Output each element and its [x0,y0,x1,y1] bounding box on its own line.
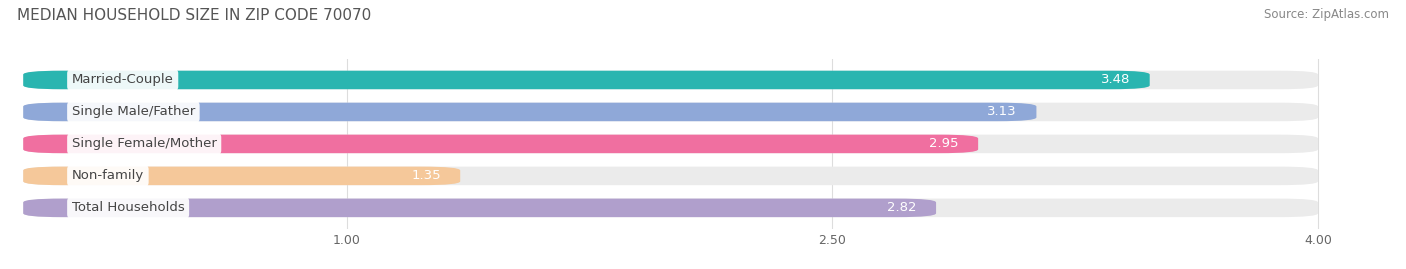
FancyBboxPatch shape [24,135,1317,153]
FancyBboxPatch shape [24,71,1317,89]
Text: 1.35: 1.35 [411,169,441,182]
FancyBboxPatch shape [24,167,1317,185]
FancyBboxPatch shape [24,199,936,217]
Text: Source: ZipAtlas.com: Source: ZipAtlas.com [1264,8,1389,21]
FancyBboxPatch shape [24,71,1150,89]
Text: Total Households: Total Households [72,201,184,214]
FancyBboxPatch shape [24,199,1317,217]
Text: Single Male/Father: Single Male/Father [72,105,195,118]
Text: 2.95: 2.95 [929,137,959,150]
FancyBboxPatch shape [24,103,1036,121]
Text: 3.48: 3.48 [1101,73,1130,86]
Text: 2.82: 2.82 [887,201,917,214]
FancyBboxPatch shape [24,103,1317,121]
FancyBboxPatch shape [24,167,460,185]
FancyBboxPatch shape [24,135,979,153]
Text: 3.13: 3.13 [987,105,1017,118]
Text: Married-Couple: Married-Couple [72,73,174,86]
Text: Non-family: Non-family [72,169,143,182]
Text: MEDIAN HOUSEHOLD SIZE IN ZIP CODE 70070: MEDIAN HOUSEHOLD SIZE IN ZIP CODE 70070 [17,8,371,23]
Text: Single Female/Mother: Single Female/Mother [72,137,217,150]
